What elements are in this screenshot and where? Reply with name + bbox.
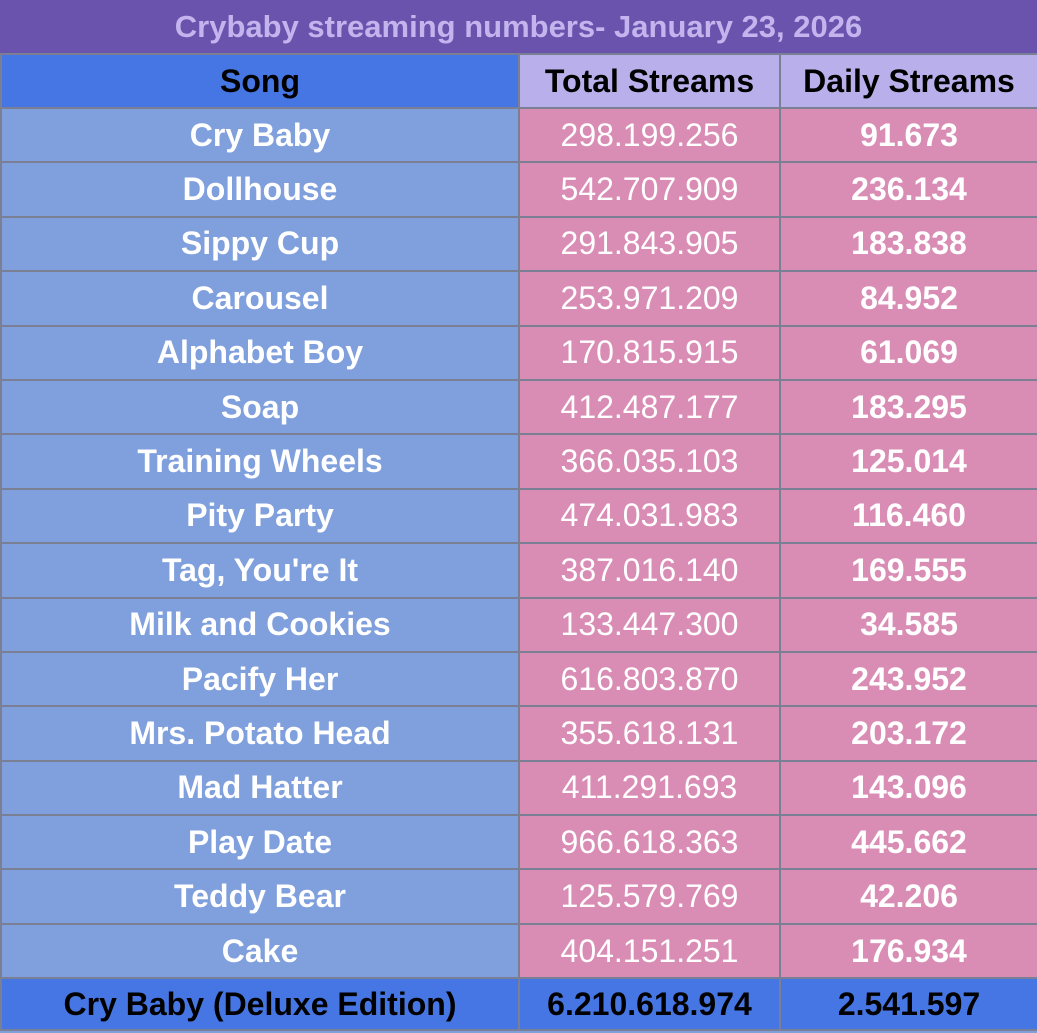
table-row: Milk and Cookies 133.447.300 34.585 — [0, 596, 1037, 653]
total-streams-cell: 298.199.256 — [518, 106, 781, 164]
total-streams-cell: 474.031.983 — [518, 487, 781, 545]
total-streams-cell: 355.618.131 — [518, 705, 781, 762]
table-row: Mrs. Potato Head 355.618.131 203.172 — [0, 705, 1037, 762]
table-row: Soap 412.487.177 183.295 — [0, 378, 1037, 436]
daily-streams-cell: 203.172 — [779, 705, 1037, 762]
song-cell: Pacify Her — [0, 650, 520, 708]
song-cell: Teddy Bear — [0, 868, 520, 925]
daily-streams-cell: 243.952 — [779, 650, 1037, 708]
header-total-streams: Total Streams — [518, 53, 781, 109]
song-cell: Alphabet Boy — [0, 324, 520, 381]
daily-streams-cell: 183.295 — [779, 378, 1037, 436]
total-streams-cell: 170.815.915 — [518, 324, 781, 381]
table-row: Cake 404.151.251 176.934 — [0, 922, 1037, 980]
total-streams-cell: 125.579.769 — [518, 868, 781, 925]
table-row: Tag, You're It 387.016.140 169.555 — [0, 542, 1037, 599]
table-row: Pity Party 474.031.983 116.460 — [0, 487, 1037, 545]
table-row: Cry Baby 298.199.256 91.673 — [0, 106, 1037, 164]
table-row: Pacify Her 616.803.870 243.952 — [0, 650, 1037, 708]
table-row: Teddy Bear 125.579.769 42.206 — [0, 868, 1037, 925]
song-cell: Play Date — [0, 814, 520, 871]
daily-streams-cell: 236.134 — [779, 161, 1037, 218]
daily-streams-cell: 91.673 — [779, 106, 1037, 164]
daily-streams-cell: 176.934 — [779, 922, 1037, 980]
daily-streams-cell: 445.662 — [779, 814, 1037, 871]
table-row: Training Wheels 366.035.103 125.014 — [0, 433, 1037, 490]
header-row: Song Total Streams Daily Streams — [0, 53, 1037, 109]
table-row: Mad Hatter 411.291.693 143.096 — [0, 759, 1037, 817]
daily-streams-cell: 169.555 — [779, 542, 1037, 599]
streams-table: Song Total Streams Daily Streams Cry Bab… — [0, 53, 1037, 1032]
table-body: Cry Baby 298.199.256 91.673 Dollhouse 542.70… — [0, 106, 1037, 980]
total-streams-cell: 291.843.905 — [518, 215, 781, 273]
song-cell: Cry Baby — [0, 106, 520, 164]
table-title: Crybaby streaming numbers- January 23, 2… — [0, 0, 1037, 53]
table-row: Alphabet Boy 170.815.915 61.069 — [0, 324, 1037, 381]
daily-streams-cell: 125.014 — [779, 433, 1037, 490]
total-streams-cell: 404.151.251 — [518, 922, 781, 980]
daily-streams-cell: 34.585 — [779, 596, 1037, 653]
total-row-daily-streams: 2.541.597 — [779, 977, 1037, 1032]
song-cell: Training Wheels — [0, 433, 520, 490]
total-streams-cell: 616.803.870 — [518, 650, 781, 708]
song-cell: Mrs. Potato Head — [0, 705, 520, 762]
daily-streams-cell: 61.069 — [779, 324, 1037, 381]
song-cell: Milk and Cookies — [0, 596, 520, 653]
table-row: Play Date 966.618.363 445.662 — [0, 814, 1037, 871]
song-cell: Mad Hatter — [0, 759, 520, 817]
table-row: Carousel 253.971.209 84.952 — [0, 270, 1037, 327]
song-cell: Cake — [0, 922, 520, 980]
total-streams-cell: 366.035.103 — [518, 433, 781, 490]
song-cell: Carousel — [0, 270, 520, 327]
total-streams-cell: 411.291.693 — [518, 759, 781, 817]
total-streams-cell: 253.971.209 — [518, 270, 781, 327]
table-row: Dollhouse 542.707.909 236.134 — [0, 161, 1037, 218]
daily-streams-cell: 143.096 — [779, 759, 1037, 817]
total-streams-cell: 966.618.363 — [518, 814, 781, 871]
daily-streams-cell: 42.206 — [779, 868, 1037, 925]
total-streams-cell: 133.447.300 — [518, 596, 781, 653]
song-cell: Pity Party — [0, 487, 520, 545]
total-streams-cell: 412.487.177 — [518, 378, 781, 436]
header-song: Song — [0, 53, 520, 109]
total-row: Cry Baby (Deluxe Edition) 6.210.618.974 … — [0, 977, 1037, 1032]
table-row: Sippy Cup 291.843.905 183.838 — [0, 215, 1037, 273]
song-cell: Tag, You're It — [0, 542, 520, 599]
song-cell: Sippy Cup — [0, 215, 520, 273]
total-streams-cell: 387.016.140 — [518, 542, 781, 599]
header-daily-streams: Daily Streams — [779, 53, 1037, 109]
daily-streams-cell: 84.952 — [779, 270, 1037, 327]
song-cell: Dollhouse — [0, 161, 520, 218]
total-row-total-streams: 6.210.618.974 — [518, 977, 781, 1032]
total-streams-cell: 542.707.909 — [518, 161, 781, 218]
total-row-song: Cry Baby (Deluxe Edition) — [0, 977, 520, 1032]
daily-streams-cell: 116.460 — [779, 487, 1037, 545]
daily-streams-cell: 183.838 — [779, 215, 1037, 273]
song-cell: Soap — [0, 378, 520, 436]
